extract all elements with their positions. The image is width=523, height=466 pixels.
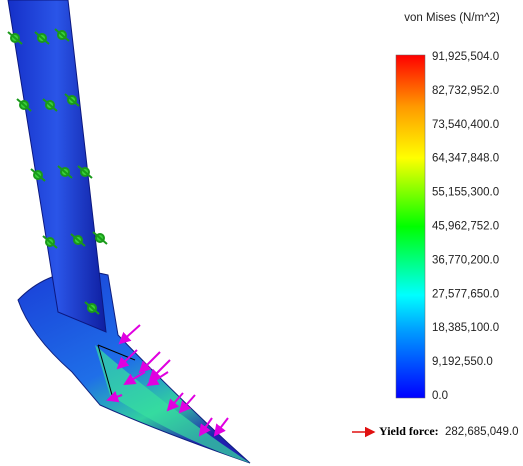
legend-tick-label: 82,732,952.0 [432, 85, 499, 97]
legend-tick-label: 55,155,300.0 [432, 187, 499, 199]
legend-ticks: 91,925,504.0 82,732,952.0 73,540,400.0 64,3… [432, 51, 499, 402]
legend-tick-label: 27,577,650.0 [432, 288, 499, 300]
legend-tick-label: 73,540,400.0 [432, 119, 499, 131]
legend-tick-label: 45,962,752.0 [432, 221, 499, 233]
legend-tick-label: 9,192,550.0 [432, 356, 493, 368]
legend-tick-label: 91,925,504.0 [432, 51, 499, 63]
legend-title: von Mises (N/m^2) [404, 12, 500, 24]
legend-tick-label: 64,347,848.0 [432, 153, 499, 165]
color-bar [396, 55, 425, 398]
legend-tick-label: 0.0 [432, 390, 448, 402]
yield-label: Yield force: [379, 424, 439, 438]
model [8, 0, 250, 463]
legend-tick-label: 18,385,100.0 [432, 322, 499, 334]
screenshot: von Mises (N/m^2) 91,925,504.0 82,732,952… [0, 0, 523, 466]
legend-tick-label: 36,770,200.0 [432, 254, 499, 266]
yield-value: 282,685,049.0 [445, 426, 519, 438]
